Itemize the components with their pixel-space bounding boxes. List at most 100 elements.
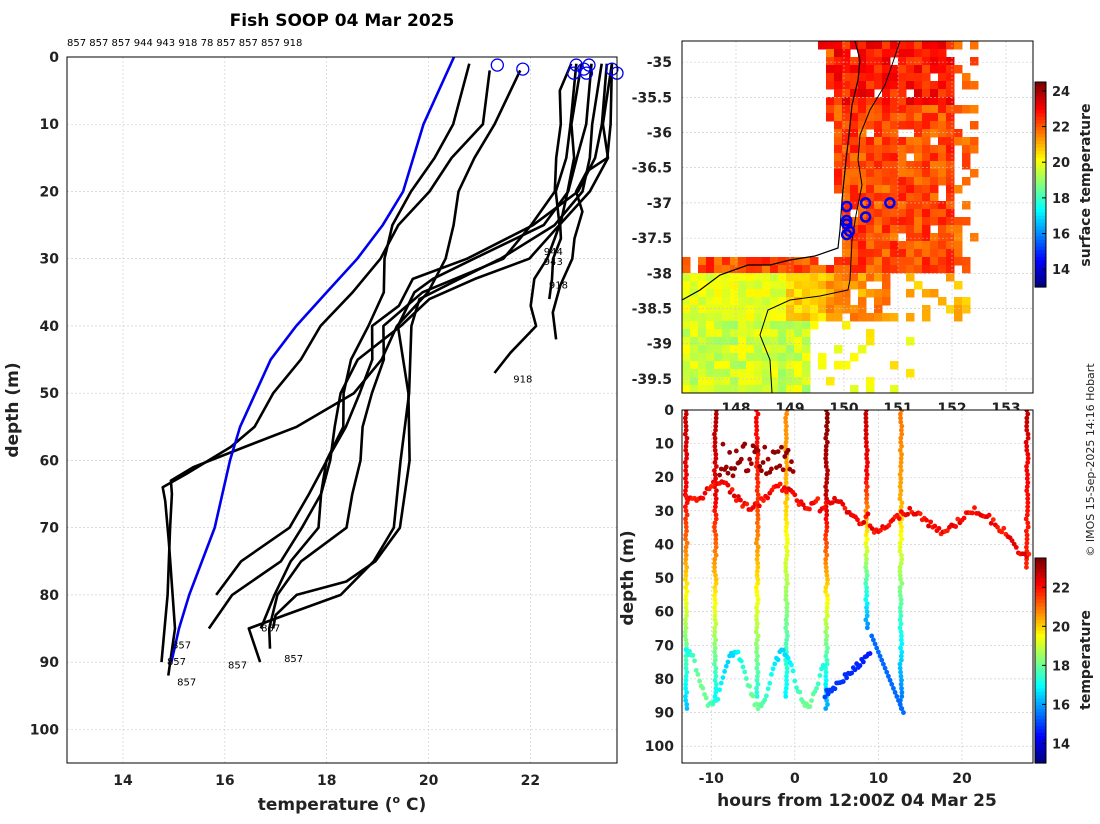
sst-cell xyxy=(802,321,811,330)
time-depth-point xyxy=(755,411,761,417)
sst-cell xyxy=(914,57,923,66)
sst-colorbar-tick-label: 22 xyxy=(1052,121,1070,136)
sst-cell xyxy=(938,57,947,66)
time-depth-point xyxy=(783,500,788,506)
sst-cell xyxy=(858,193,867,202)
sst-cell xyxy=(954,185,963,194)
time-depth-point xyxy=(755,633,761,639)
sst-cell xyxy=(826,113,835,122)
sst-cell xyxy=(898,193,907,202)
sst-map: 148 149 150 151 152 153 -35-35.5-36-36.5-37-3… xyxy=(632,40,1094,417)
time-depth-point xyxy=(693,667,699,673)
sst-cell xyxy=(706,313,715,322)
profile-depth-label: 943 xyxy=(544,257,563,268)
sst-cell xyxy=(858,265,867,274)
sst-cell xyxy=(938,217,947,226)
time-depth-point xyxy=(863,480,869,486)
time-depth-point xyxy=(897,605,903,611)
time-depth-x-tick-label: -10 xyxy=(699,771,725,787)
sst-cell xyxy=(810,313,819,322)
sst-cell xyxy=(778,297,787,306)
temperature-colorbar-tick-label: 14 xyxy=(1052,737,1070,752)
sst-cell xyxy=(898,57,907,66)
sst-cell xyxy=(938,113,947,122)
map-y-tick-label: -36.5 xyxy=(632,161,672,177)
time-depth-point xyxy=(972,505,977,511)
time-depth-point xyxy=(684,540,690,546)
time-depth-point xyxy=(1023,528,1029,534)
sst-colorbar-segment xyxy=(1035,269,1046,274)
temperature-colorbar-segment xyxy=(1035,715,1046,720)
sst-cell xyxy=(874,297,883,306)
sst-cell xyxy=(738,289,747,298)
sst-cell xyxy=(866,217,875,226)
sst-cell xyxy=(706,257,715,266)
profile-depth-label: 857 xyxy=(284,654,303,665)
sst-cell xyxy=(770,337,779,346)
time-depth-point xyxy=(714,410,719,413)
profile-y-tick-label: 10 xyxy=(40,117,60,133)
sst-cell xyxy=(826,377,835,386)
time-depth-point xyxy=(683,657,689,663)
sst-cell xyxy=(922,177,931,186)
sst-cell xyxy=(754,377,763,386)
sst-cell xyxy=(730,281,739,290)
sst-cell xyxy=(930,265,939,274)
sst-cell xyxy=(866,89,875,98)
sst-cell xyxy=(946,153,955,162)
time-depth-point xyxy=(1024,427,1030,433)
temperature-colorbar-tick-label: 16 xyxy=(1052,698,1070,713)
time-depth-point xyxy=(897,617,903,623)
sst-cell xyxy=(874,217,883,226)
time-depth-point xyxy=(713,532,719,538)
temperature-colorbar-segment xyxy=(1035,578,1046,583)
time-depth-point xyxy=(825,702,830,707)
sst-cell xyxy=(874,313,883,322)
profile-y-tick-label: 30 xyxy=(40,252,60,268)
sst-cell xyxy=(762,265,771,274)
time-depth-point xyxy=(683,625,689,631)
sst-cell xyxy=(906,209,915,218)
time-depth-point xyxy=(823,484,829,490)
time-depth-point xyxy=(863,423,869,429)
profile-y-tick-label: 50 xyxy=(40,386,60,402)
time-depth-point xyxy=(953,524,959,529)
time-depth-point xyxy=(755,451,761,457)
sst-cell xyxy=(914,217,923,226)
time-depth-point xyxy=(863,597,869,603)
sst-cell xyxy=(858,281,867,290)
time-depth-point xyxy=(683,681,689,687)
temperature-colorbar-segment xyxy=(1035,681,1046,686)
profile-depth-label: 857 xyxy=(261,624,280,635)
sst-cell xyxy=(922,193,931,202)
time-depth-point xyxy=(823,492,829,498)
time-depth-point xyxy=(899,649,905,655)
time-depth-point xyxy=(1024,540,1030,546)
sst-cell xyxy=(682,305,691,314)
time-depth-point xyxy=(730,473,736,479)
time-depth-point xyxy=(754,621,760,627)
sst-cell xyxy=(722,265,731,274)
sst-cell xyxy=(898,145,907,154)
time-depth-point xyxy=(891,685,896,691)
time-depth-point xyxy=(683,411,689,417)
sst-cell xyxy=(834,153,843,162)
sst-cell xyxy=(730,297,739,306)
sst-colorbar-segment xyxy=(1035,232,1046,237)
sst-cell xyxy=(698,305,707,314)
sst-cell xyxy=(882,185,891,194)
sst-cell xyxy=(874,113,883,122)
sst-colorbar-segment xyxy=(1035,126,1046,131)
sst-cell xyxy=(826,313,835,322)
sst-cell xyxy=(970,121,979,130)
time-depth-point xyxy=(823,681,829,687)
sst-cell xyxy=(898,249,907,258)
sst-cell xyxy=(754,305,763,314)
time-depth-point xyxy=(712,694,718,699)
sst-cell xyxy=(938,209,947,218)
time-depth-point xyxy=(898,532,904,538)
sst-cell xyxy=(914,81,923,90)
time-depth-point xyxy=(683,673,689,679)
time-depth-point xyxy=(864,476,870,481)
time-depth-point xyxy=(907,505,913,511)
